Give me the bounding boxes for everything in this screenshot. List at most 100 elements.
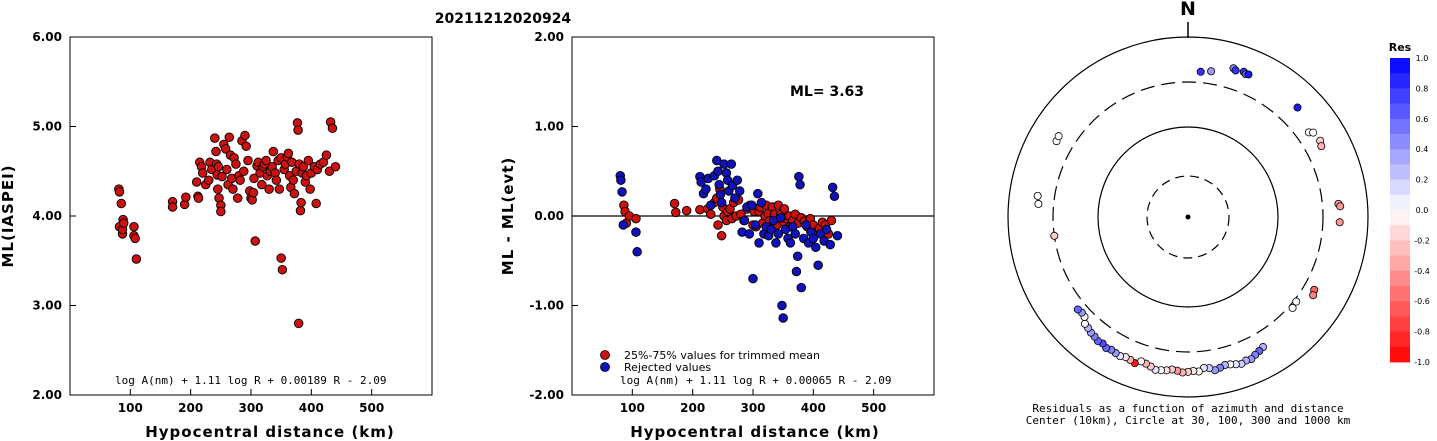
point-trimmed [695, 204, 705, 215]
data-point [228, 184, 238, 194]
data-point [311, 198, 321, 209]
point-rejected [618, 220, 629, 230]
point-trimmed [713, 220, 723, 230]
station-point [1207, 67, 1216, 76]
north-label: N [1180, 0, 1196, 20]
colorbar-cell [1390, 210, 1410, 226]
point-rejected [715, 189, 726, 200]
y-axis-label: ML - ML(evt) [499, 157, 517, 275]
point-rejected [825, 239, 835, 250]
data-point [261, 155, 271, 166]
colorbar-tick-label: -0.8 [1414, 328, 1430, 337]
legend-swatch-red [600, 350, 610, 360]
station-point [1244, 70, 1253, 79]
point-rejected [756, 197, 767, 208]
y-tick-label: 2.00 [534, 30, 564, 44]
y-tick-label: -1.00 [529, 299, 564, 313]
colorbar: Res 1.0 0.8 0.6 0.4 0.2 0.0 -0.2 -0.4 -0.6 -0.8 -1… [1389, 41, 1430, 367]
ring-300km [1052, 81, 1324, 353]
data-point [213, 162, 224, 172]
x-tick-label: 400 [801, 401, 826, 415]
colorbar-tick-label: 0.4 [1416, 145, 1429, 154]
station-point [1309, 291, 1318, 300]
data-point [232, 193, 243, 203]
point-rejected [730, 193, 740, 203]
colorbar-cell [1390, 88, 1410, 104]
y-tick-label: 1.00 [534, 120, 564, 134]
data-point [211, 146, 221, 157]
point-trimmed [706, 209, 716, 219]
plot-ml-iaspei: 2.00 3.00 4.00 5.00 6.00 100 200 300 400 500 Hyp… [0, 30, 433, 441]
station-point [1033, 191, 1042, 200]
colorbar-tick-label: 0.0 [1416, 206, 1429, 215]
data-point [193, 193, 204, 203]
x-tick-label: 300 [238, 401, 263, 415]
point-rejected [701, 184, 711, 194]
station-point [1292, 297, 1301, 306]
station-point [1309, 128, 1318, 137]
point-rejected [616, 175, 626, 185]
colorbar-cell [1390, 331, 1410, 348]
data-point [250, 236, 260, 246]
colorbar-cell [1390, 255, 1410, 272]
point-rejected [821, 224, 832, 235]
point-rejected [794, 171, 804, 182]
data-point [257, 179, 267, 190]
data-points [114, 117, 341, 329]
data-point [210, 133, 220, 143]
point-trimmed [631, 213, 641, 224]
colorbar-cell [1390, 316, 1410, 332]
point-rejected [810, 242, 821, 253]
data-point [248, 187, 259, 198]
station-point [1336, 202, 1345, 211]
station-point [1335, 218, 1344, 227]
y-axis: 2.00 3.00 4.00 5.00 6.00 [32, 30, 76, 402]
station-points [1033, 64, 1345, 377]
legend-swatch-blue [600, 362, 610, 372]
ring-1000km [1007, 36, 1369, 398]
colorbar-tick-label: 1.0 [1416, 54, 1429, 63]
point-rejected [754, 238, 764, 248]
point-rejected [792, 251, 803, 262]
plot-ml-residual: -2.00 -1.00 0.00 1.00 2.00 100 200 300 400 500 M… [499, 30, 935, 441]
ml-annotation: ML= 3.63 [790, 84, 864, 100]
point-trimmed [681, 205, 692, 216]
colorbar-tick-label: 0.8 [1416, 84, 1429, 93]
data-point [321, 150, 332, 160]
data-point [239, 166, 249, 176]
data-point [268, 146, 279, 157]
figure-title: 20211212020924 [435, 11, 572, 27]
station-point [1050, 231, 1059, 240]
data-point [191, 177, 202, 187]
y-tick-label: 4.00 [32, 209, 62, 223]
colorbar-ticks: 1.0 0.8 0.6 0.4 0.2 0.0 -0.2 -0.4 -0.6 -0.8 -1.0 [1414, 54, 1430, 367]
y-tick-label: 6.00 [32, 30, 62, 44]
data-point [277, 264, 288, 275]
point-rejected [766, 224, 776, 235]
point-rejected [776, 213, 786, 223]
point-rejected [791, 266, 802, 277]
data-point [181, 192, 191, 202]
data-point [204, 175, 214, 185]
caption-line-1: Residuals as a function of azimuth and d… [1032, 402, 1343, 415]
point-rejected [631, 227, 641, 237]
x-tick-label: 200 [178, 401, 203, 415]
colorbar-tick-label: -1.0 [1414, 358, 1430, 367]
station-point [1034, 199, 1043, 208]
station-point [1293, 103, 1302, 112]
data-point [296, 197, 306, 208]
x-tick-label: 500 [359, 401, 384, 415]
point-rejected [790, 229, 800, 239]
y-tick-label: 3.00 [32, 299, 62, 313]
x-axis: 100 200 300 400 500 [118, 389, 384, 415]
data-point [224, 132, 235, 142]
station-point [1288, 303, 1297, 312]
x-tick-label: 100 [118, 401, 143, 415]
station-point [1317, 142, 1326, 151]
colorbar-cell [1390, 225, 1410, 241]
point-rejected [785, 238, 796, 248]
colorbar-tick-label: -0.4 [1414, 267, 1430, 276]
data-point [274, 184, 285, 194]
data-point [129, 221, 139, 232]
data-point [249, 173, 259, 184]
